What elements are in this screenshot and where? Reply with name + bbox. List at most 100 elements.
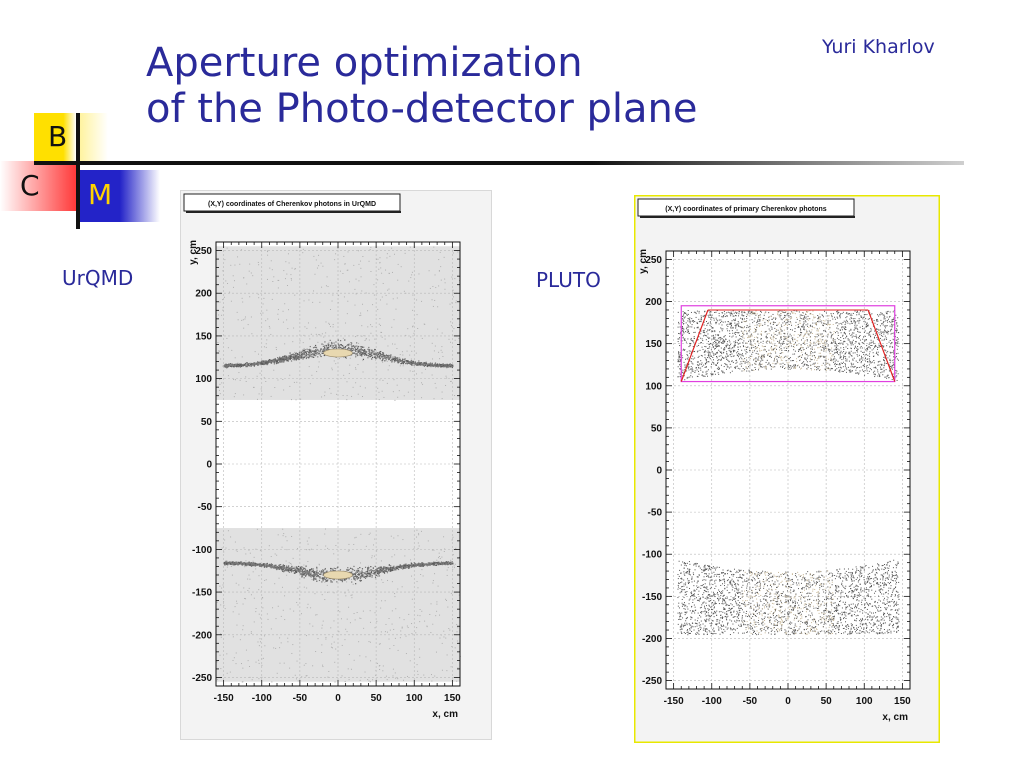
background-photon xyxy=(444,278,446,280)
ring-photon xyxy=(273,565,275,567)
photon-point xyxy=(839,315,841,317)
y-tick-label: 50 xyxy=(201,417,213,428)
background-photon xyxy=(421,397,423,399)
ring-photon xyxy=(361,568,364,570)
background-photon xyxy=(367,679,369,681)
ring-photon xyxy=(326,579,328,582)
ring-photon xyxy=(379,352,381,354)
background-photon xyxy=(288,262,290,264)
ring-photon xyxy=(355,353,357,355)
header-horizontal-rule xyxy=(34,161,964,165)
ring-photon xyxy=(380,353,382,356)
ring-photon xyxy=(378,352,380,355)
photon-point xyxy=(685,341,687,343)
background-photon xyxy=(421,382,423,384)
ring-photon xyxy=(427,563,429,565)
background-photon xyxy=(365,545,367,547)
ring-photon xyxy=(296,354,298,356)
ring-photon xyxy=(264,566,266,568)
background-photon xyxy=(393,253,395,255)
background-photon xyxy=(243,547,245,549)
ring-photon xyxy=(351,345,353,347)
ring-photon xyxy=(434,364,436,367)
background-photon xyxy=(272,281,274,283)
background-photon xyxy=(438,552,440,554)
photon-point xyxy=(829,353,831,355)
photon-point xyxy=(691,324,693,326)
background-photon xyxy=(258,662,260,664)
ring-photon xyxy=(387,355,389,357)
ring-photon xyxy=(231,365,233,367)
background-photon xyxy=(441,332,443,334)
ring-photon xyxy=(424,563,427,565)
ring-photon xyxy=(393,359,396,361)
x-tick-label: 100 xyxy=(856,696,873,707)
ring-photon xyxy=(395,568,397,570)
photon-point xyxy=(781,330,783,332)
ring-photon xyxy=(394,356,396,358)
background-photon xyxy=(223,601,225,603)
ring-photon xyxy=(273,360,275,362)
ring-photon xyxy=(351,349,353,352)
photon-point xyxy=(773,340,775,342)
ring-photon xyxy=(324,345,326,347)
background-photon xyxy=(351,594,353,596)
photon-point xyxy=(785,319,787,321)
ring-photon xyxy=(249,564,251,566)
photon-point xyxy=(698,373,700,375)
background-photon xyxy=(251,333,253,335)
photon-point xyxy=(724,341,726,343)
ring-photon xyxy=(294,354,296,356)
ring-photon xyxy=(344,348,347,350)
background-photon xyxy=(245,553,247,555)
ring-photon xyxy=(322,572,325,574)
ring-photon xyxy=(248,561,250,563)
ring-photon xyxy=(388,354,390,356)
ring-photon xyxy=(412,566,414,568)
background-photon xyxy=(223,604,225,606)
ring-photon xyxy=(425,361,427,363)
photon-point xyxy=(844,353,846,355)
background-photon xyxy=(432,358,434,360)
ring-photon xyxy=(400,363,402,365)
background-photon xyxy=(348,543,350,545)
background-photon xyxy=(303,347,305,349)
ring-photon xyxy=(339,569,341,571)
photon-point xyxy=(849,369,851,371)
ring-photon xyxy=(225,560,227,562)
ring-photon xyxy=(299,571,301,574)
ring-photon xyxy=(323,577,325,579)
ring-photon xyxy=(290,571,292,573)
ring-photon xyxy=(396,358,399,361)
ring-photon xyxy=(314,573,316,575)
background-photon xyxy=(378,268,380,270)
background-photon xyxy=(333,641,335,643)
ring-photon xyxy=(300,568,302,570)
ring-photon xyxy=(229,365,231,368)
photon-point xyxy=(828,348,830,350)
background-photon xyxy=(362,256,364,258)
photon-point xyxy=(693,327,695,329)
ring-photon xyxy=(379,571,381,573)
ring-photon xyxy=(302,567,305,569)
background-photon xyxy=(264,645,266,647)
background-photon xyxy=(426,625,428,627)
photon-point xyxy=(709,337,711,339)
ring-photon xyxy=(433,563,435,565)
background-photon xyxy=(377,355,379,357)
background-photon xyxy=(218,314,220,316)
background-photon xyxy=(306,587,308,589)
ring-photon xyxy=(233,364,235,367)
photon-point xyxy=(728,348,730,350)
ring-photon xyxy=(377,351,379,354)
ring-photon xyxy=(384,357,386,360)
ring-photon xyxy=(418,361,420,364)
photon-point xyxy=(698,321,700,323)
background-photon xyxy=(369,249,371,251)
ring-photon xyxy=(263,362,266,364)
photon-point xyxy=(693,331,695,333)
ring-photon xyxy=(279,568,281,570)
ring-photon xyxy=(359,577,362,580)
background-photon xyxy=(312,301,314,303)
ring-photon xyxy=(259,363,261,365)
